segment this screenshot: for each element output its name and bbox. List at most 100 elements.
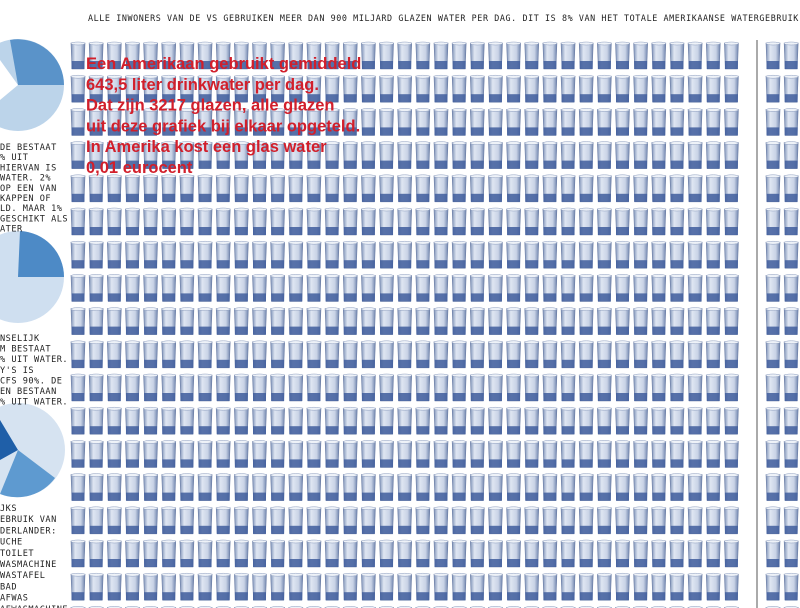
glass [487,74,503,103]
glass [215,439,231,468]
glass [215,340,231,369]
glass [233,174,249,203]
glass [487,273,503,302]
glass [197,240,213,269]
glass [360,74,376,103]
glass [687,273,703,302]
glass [723,506,739,535]
glass [197,406,213,435]
glass [651,572,667,601]
glass [397,307,413,336]
glass [651,373,667,402]
glass [106,240,122,269]
glass [469,273,485,302]
glass [469,539,485,568]
glass [288,406,304,435]
glass [342,207,358,236]
glass [542,340,558,369]
glass [669,506,685,535]
glass [783,240,799,269]
glass [70,373,86,402]
glass [560,41,576,70]
sidebar-line: CFS 90%. DE [0,376,62,386]
glass [578,572,594,601]
glass [560,572,576,601]
glass [651,107,667,136]
glass [215,174,231,203]
glass [215,572,231,601]
glass [233,307,249,336]
glass [397,406,413,435]
glass [783,406,799,435]
glass [560,473,576,502]
glass [270,506,286,535]
glass [705,107,721,136]
glass [143,273,159,302]
glass [106,307,122,336]
glass [324,141,340,170]
glass [451,240,467,269]
glass [506,240,522,269]
glass [415,340,431,369]
glass [306,307,322,336]
glass [451,307,467,336]
glass [88,174,104,203]
glass [433,41,449,70]
glass [542,74,558,103]
glass [70,506,86,535]
glass [306,539,322,568]
glass [765,340,781,369]
callout-line: 643,5 liter drinkwater per dag. [86,76,319,94]
glass [723,473,739,502]
glass [306,240,322,269]
glass [506,107,522,136]
glass [687,406,703,435]
glass [669,207,685,236]
glass [705,439,721,468]
glass [487,240,503,269]
glass [106,539,122,568]
glass [542,107,558,136]
glass [288,240,304,269]
glass [270,572,286,601]
glass [433,373,449,402]
glass [451,107,467,136]
glass [397,373,413,402]
glass [651,74,667,103]
glass [197,373,213,402]
glass [124,240,140,269]
glass [596,439,612,468]
glass [88,506,104,535]
glass [360,406,376,435]
glass [633,307,649,336]
sidebar-line: HIERVAN IS [0,163,57,173]
glass [415,506,431,535]
glass [415,41,431,70]
glass [233,572,249,601]
glass [524,439,540,468]
glass [723,107,739,136]
glass [270,439,286,468]
glass [783,340,799,369]
glass [124,174,140,203]
glass [215,307,231,336]
glass [106,340,122,369]
glass [687,439,703,468]
glass [687,307,703,336]
glass [397,572,413,601]
glass [687,174,703,203]
glass [469,41,485,70]
glass [506,307,522,336]
glass [687,41,703,70]
glass [578,74,594,103]
glass [705,307,721,336]
glass [524,107,540,136]
glass [578,207,594,236]
glass [379,174,395,203]
glass [451,174,467,203]
glass [451,340,467,369]
glass [379,273,395,302]
glass [705,572,721,601]
glass [542,473,558,502]
glass [324,307,340,336]
